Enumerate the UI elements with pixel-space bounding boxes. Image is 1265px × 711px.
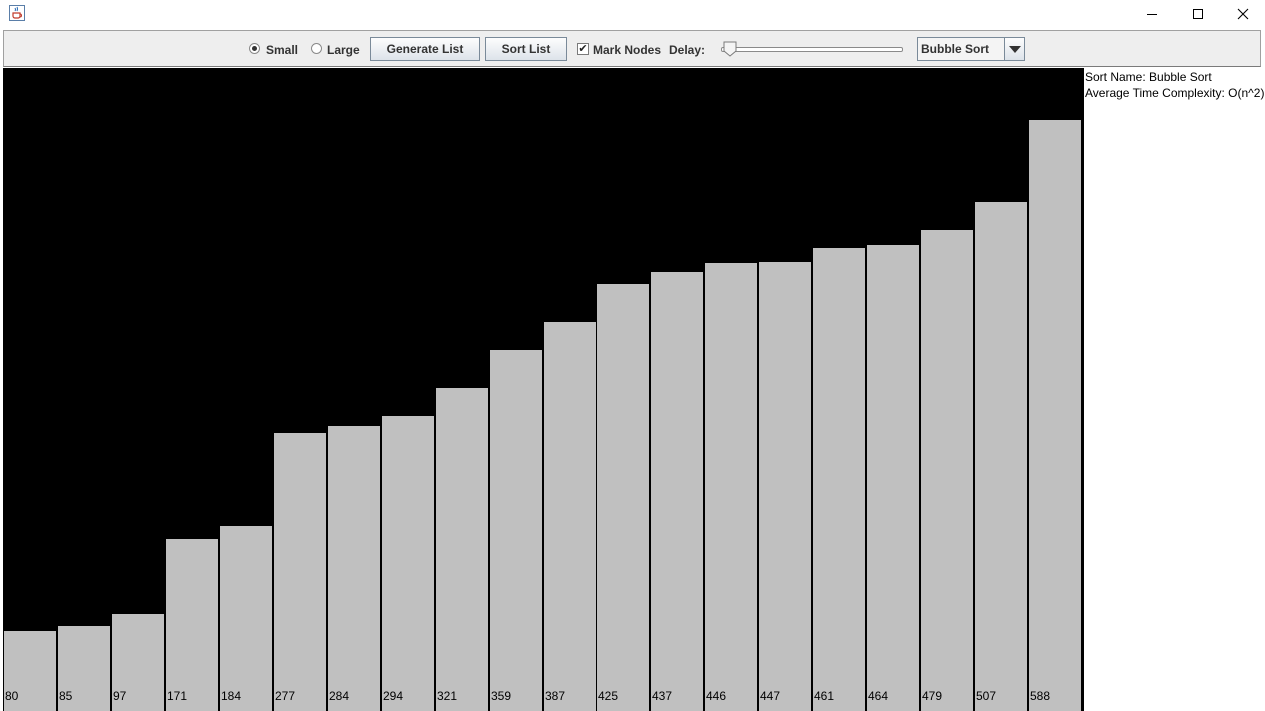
delay-slider-track[interactable]	[721, 47, 903, 52]
close-icon	[1237, 8, 1249, 20]
bar-value-label: 461	[814, 689, 835, 703]
bar	[1028, 120, 1082, 711]
algorithm-select[interactable]: Bubble Sort	[917, 37, 1025, 61]
bar	[812, 248, 866, 711]
bar	[920, 230, 974, 711]
bar-value-label: 85	[59, 689, 73, 703]
size-small-label[interactable]: Small	[266, 43, 299, 57]
bar	[219, 526, 273, 711]
java-cup-icon[interactable]	[9, 5, 25, 21]
toolbar: Small Large Generate List Sort List ✔ Ma…	[3, 30, 1261, 67]
radio-selected-dot	[252, 46, 257, 51]
minimize-icon	[1147, 14, 1157, 15]
bar-value-label: 387	[545, 689, 566, 703]
bar-value-label: 507	[976, 689, 997, 703]
bar	[866, 245, 920, 711]
bar-value-label: 284	[329, 689, 350, 703]
sort-name-text: Sort Name: Bubble Sort	[1085, 70, 1212, 84]
bar-value-label: 97	[113, 689, 127, 703]
canvas-divider	[1082, 68, 1084, 711]
title-bar	[0, 0, 1265, 28]
size-large-label[interactable]: Large	[327, 43, 360, 57]
bar-value-label: 588	[1030, 689, 1051, 703]
bar-value-label: 447	[760, 689, 781, 703]
bar-value-label: 294	[383, 689, 404, 703]
sort-visualization-canvas: 80 85 97 171 184 277 284 294 321 359 387 425 437 446 4…	[3, 68, 1082, 711]
bar	[273, 433, 327, 711]
bar-value-label: 446	[706, 689, 727, 703]
bar-value-label: 464	[868, 689, 889, 703]
mark-nodes-label[interactable]: Mark Nodes	[593, 43, 662, 57]
bar	[165, 539, 219, 711]
bar-value-label: 321	[437, 689, 458, 703]
maximize-button[interactable]	[1175, 0, 1221, 28]
bar	[974, 202, 1028, 711]
bar	[543, 322, 597, 711]
bar	[111, 614, 165, 711]
bar	[758, 262, 812, 711]
minimize-button[interactable]	[1129, 0, 1175, 28]
bar	[3, 631, 57, 711]
close-button[interactable]	[1220, 0, 1265, 28]
bar	[704, 263, 758, 711]
sort-list-button[interactable]: Sort List	[485, 37, 567, 61]
bar-value-label: 437	[652, 689, 673, 703]
bar	[381, 416, 435, 711]
size-large-radio[interactable]	[311, 43, 322, 54]
size-small-radio[interactable]	[249, 43, 260, 54]
bar-value-label: 80	[5, 689, 19, 703]
mark-nodes-checkbox[interactable]: ✔	[577, 43, 589, 55]
time-complexity-text: Average Time Complexity: O(n^2)	[1085, 86, 1265, 100]
bar-value-label: 184	[221, 689, 242, 703]
maximize-icon	[1193, 9, 1203, 19]
bar	[650, 272, 704, 711]
delay-slider-thumb[interactable]	[721, 40, 739, 58]
bar-value-label: 359	[491, 689, 512, 703]
chevron-down-icon[interactable]	[1004, 38, 1024, 60]
bar-value-label: 479	[922, 689, 943, 703]
bar	[596, 284, 650, 711]
bar-value-label: 171	[167, 689, 188, 703]
bar-value-label: 277	[275, 689, 296, 703]
bar	[489, 350, 543, 711]
delay-label: Delay:	[669, 43, 706, 57]
bar	[327, 426, 381, 711]
bar	[57, 626, 111, 711]
bar-value-label: 425	[598, 689, 619, 703]
algorithm-select-value: Bubble Sort	[921, 42, 989, 56]
bar	[435, 388, 489, 711]
generate-list-button[interactable]: Generate List	[370, 37, 480, 61]
